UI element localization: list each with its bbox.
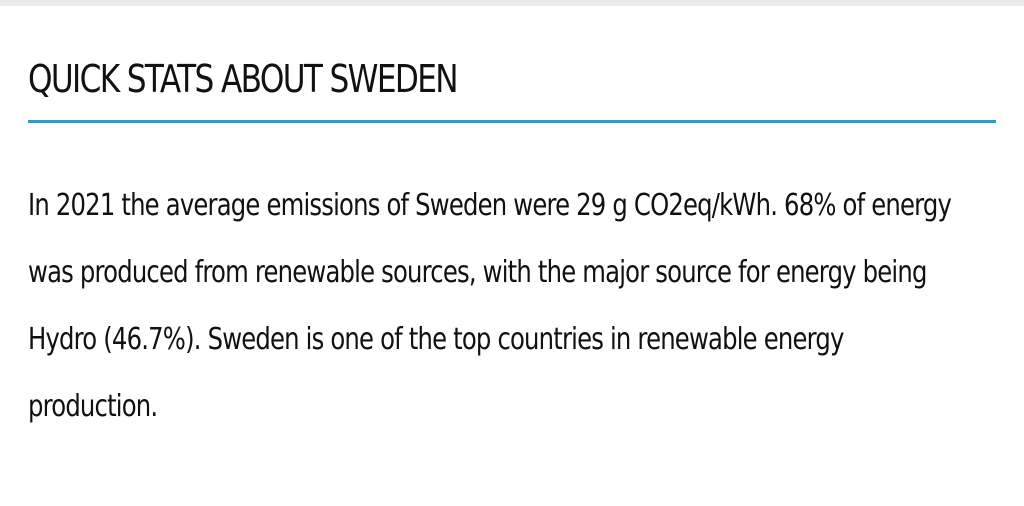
quick-stats-card: QUICK STATS ABOUT SWEDEN In 2021 the ave… — [0, 6, 1024, 506]
heading-divider — [28, 120, 996, 123]
top-strip — [0, 0, 1024, 6]
stats-paragraph: In 2021 the average emissions of Sweden … — [28, 188, 952, 424]
section-heading: QUICK STATS ABOUT SWEDEN — [28, 57, 459, 101]
